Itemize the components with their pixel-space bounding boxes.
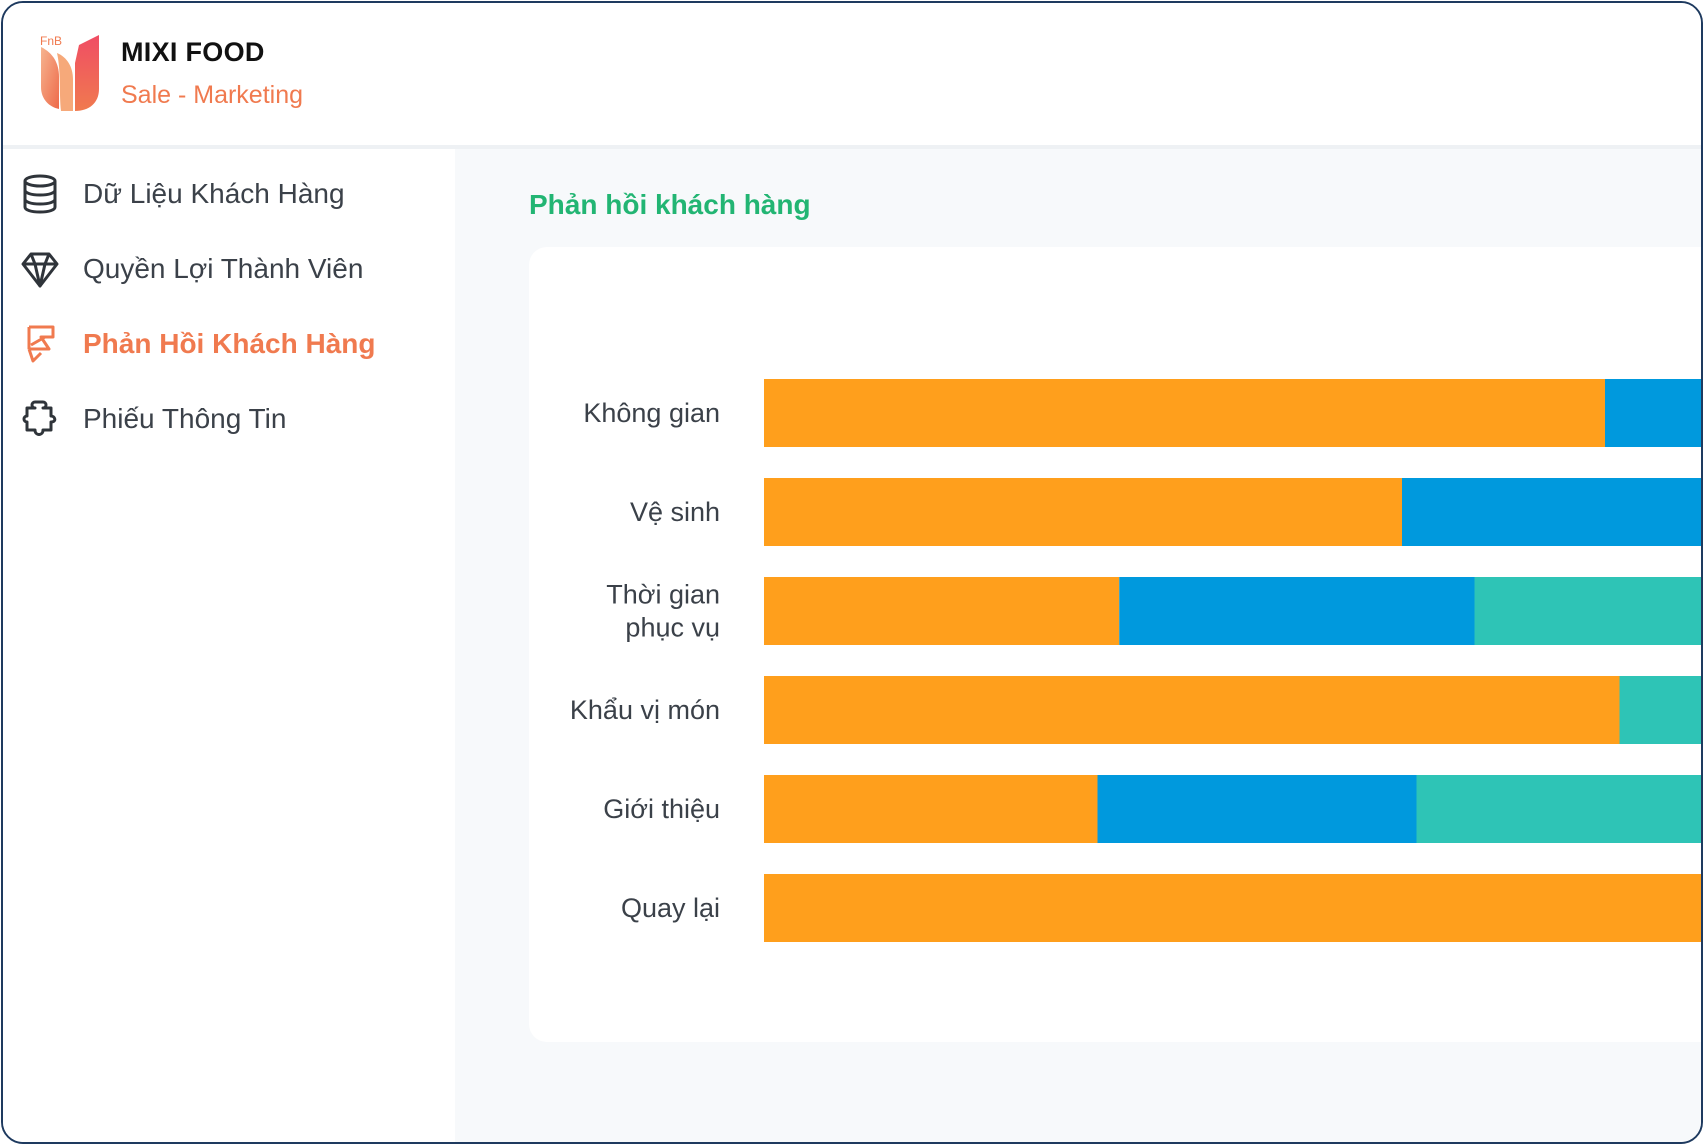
sidebar-item-customer-feedback[interactable]: Phản Hồi Khách Hàng (3, 313, 455, 373)
fnb-logo: FnB (40, 34, 99, 111)
bar-segment[interactable] (1097, 775, 1417, 843)
category-label: Quay lại (621, 893, 720, 923)
bar-segment[interactable] (764, 775, 1098, 843)
database-icon (23, 174, 57, 214)
sidebar-item-label: Phản Hồi Khách Hàng (83, 328, 376, 359)
svg-text:FnB: FnB (40, 34, 62, 48)
section-title: Phản hồi khách hàng (529, 189, 811, 220)
category-label: Khẩu vị món (570, 695, 720, 725)
feedback-chart-card: Không gian Vệ sinh Thời gian phục vụ Khẩu vị… (529, 247, 1704, 1042)
app-header: FnB MIXI FOOD Sale - Marketing (3, 3, 1701, 149)
sidebar-item-member-benefits[interactable]: Quyền Lợi Thành Viên (3, 238, 455, 298)
feedback-bar-chart: Không gian Vệ sinh Thời gian phục vụ Khẩu vị… (570, 379, 1704, 942)
main-content: Phản hồi khách hàng Không gian Vệ sinh Thờ… (455, 149, 1701, 1142)
bar-segment[interactable] (1416, 775, 1704, 843)
bar-segment[interactable] (764, 379, 1605, 447)
bar-segment[interactable] (1119, 577, 1475, 645)
sidebar-item-info-form[interactable]: Phiếu Thông Tin (3, 388, 455, 448)
sidebar: Dữ Liệu Khách Hàng Quyền Lợi Thành Viên … (3, 149, 455, 1142)
sidebar-item-label: Phiếu Thông Tin (83, 403, 287, 434)
puzzle-icon (22, 400, 57, 436)
bar-segment[interactable] (1605, 379, 1703, 447)
bar-segment[interactable] (764, 577, 1120, 645)
bar-segment[interactable] (1402, 478, 1703, 546)
category-label: Thời gian phục vụ (606, 580, 720, 643)
sidebar-item-label: Dữ Liệu Khách Hàng (83, 178, 345, 209)
feedback-flag-icon (27, 325, 55, 363)
bar-segment[interactable] (1619, 676, 1704, 744)
bar-segment[interactable] (764, 478, 1402, 546)
diamond-icon (21, 252, 59, 288)
category-label: Vệ sinh (630, 497, 720, 527)
bar-segment[interactable] (764, 676, 1620, 744)
category-label: Giới thiệu (603, 794, 720, 824)
sidebar-item-customer-data[interactable]: Dữ Liệu Khách Hàng (3, 163, 455, 223)
bar-segment[interactable] (764, 874, 1703, 942)
app-name: MIXI FOOD (121, 37, 265, 67)
sidebar-item-label: Quyền Lợi Thành Viên (83, 253, 364, 284)
category-label: Không gian (583, 398, 720, 428)
bar-segment[interactable] (1474, 577, 1704, 645)
app-subtitle: Sale - Marketing (121, 81, 304, 109)
